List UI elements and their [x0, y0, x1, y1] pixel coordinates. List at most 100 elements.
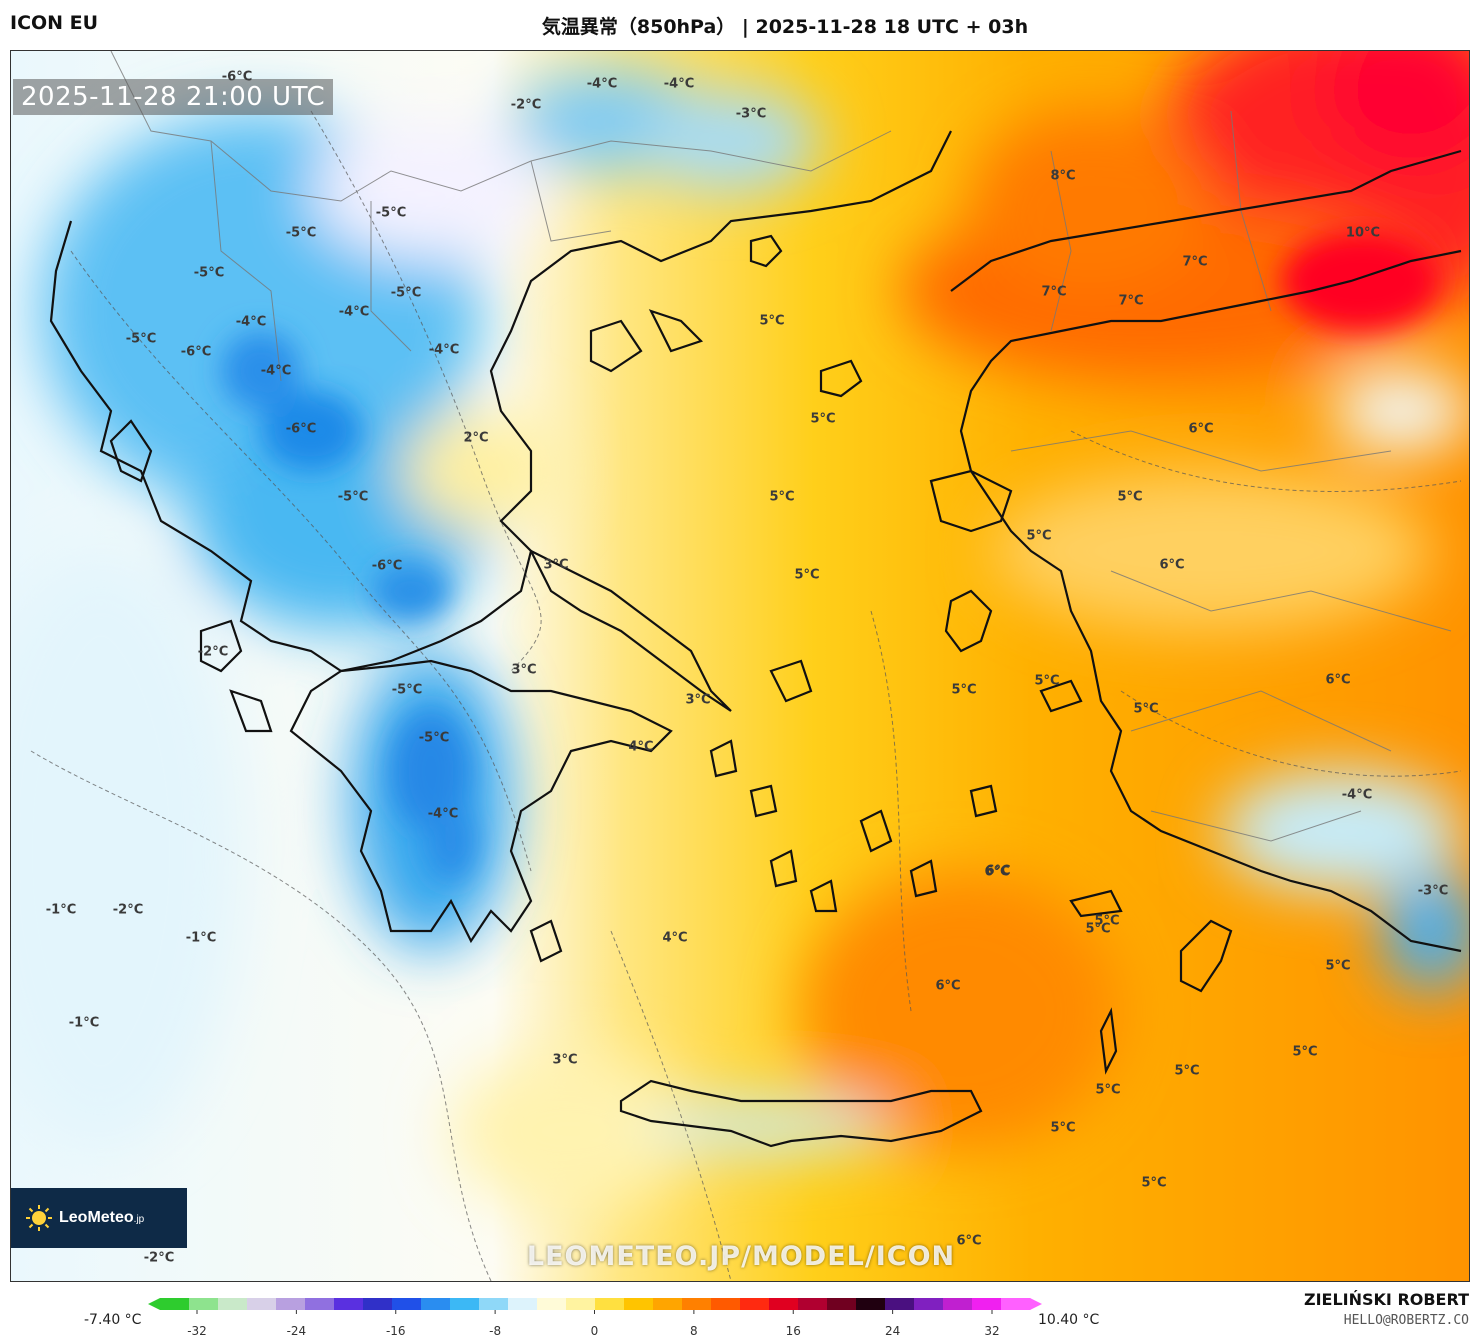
valid-time-badge: 2025-11-28 21:00 UTC — [13, 79, 334, 115]
map-value-label: 4°C — [628, 739, 654, 755]
thasos-coast — [749, 234, 783, 268]
map-value-label: -6°C — [180, 344, 212, 360]
legend-color-cell — [363, 1298, 393, 1310]
legend-max-arrow — [1030, 1298, 1042, 1310]
legend-colorbar — [148, 1298, 1042, 1314]
map-value-label: -5°C — [390, 285, 422, 301]
map-value-label: -4°C — [427, 806, 459, 822]
map-value-label: 5°C — [1034, 673, 1060, 689]
map-panel[interactable]: 2025-11-28 21:00 UTC -6°C -2°C -4°C -4°C -3°… — [10, 50, 1470, 1282]
legend-color-cell — [856, 1298, 886, 1310]
map-value-label: -4°C — [260, 363, 292, 379]
map-value-label: 6°C — [984, 864, 1010, 880]
map-value-label: 5°C — [1141, 1175, 1167, 1191]
map-value-label: -6°C — [221, 69, 253, 85]
skyros-coast — [769, 659, 813, 703]
legend-color-cell — [479, 1298, 509, 1310]
logo-text: LeoMeteo.jp — [59, 1209, 144, 1227]
map-value-label: -6°C — [285, 421, 317, 437]
legend-tick-label: 32 — [984, 1324, 1000, 1338]
map-value-label: 5°C — [1094, 913, 1120, 929]
euboea-coast — [528, 548, 732, 712]
map-value-label: 5°C — [1085, 921, 1111, 937]
marmara-coast — [950, 149, 1462, 292]
cyclades-east — [809, 784, 998, 913]
map-value-label: 5°C — [1050, 1120, 1076, 1136]
legend-tick-label: 24 — [884, 1324, 901, 1338]
lemnos-coast — [819, 359, 863, 398]
legend-color-cell — [653, 1298, 683, 1310]
map-value-label: -4°C — [586, 76, 618, 92]
map-value-label: 2°C — [463, 430, 489, 446]
kos-coast — [1069, 889, 1123, 918]
legend-color-cell — [972, 1298, 1002, 1310]
map-value-label: -4°C — [338, 304, 370, 320]
karpathos-coast — [1099, 1007, 1118, 1075]
legend-color-cell — [566, 1298, 596, 1310]
map-value-label: 3°C — [543, 557, 569, 573]
model-name: ICON EU — [10, 12, 99, 34]
map-value-label: 5°C — [769, 489, 795, 505]
map-value-label: 10°C — [1345, 225, 1381, 241]
legend-tick-label: -16 — [385, 1324, 406, 1338]
watermark: LEOMETEO.JP/MODEL/ICON — [526, 1241, 956, 1272]
legend-color-cell — [1001, 1298, 1031, 1310]
map-value-label: -4°C — [235, 314, 267, 330]
legend-max-label: 10.40 °C — [1038, 1312, 1100, 1328]
chios-coast — [944, 589, 993, 653]
legend-color-cell — [247, 1298, 277, 1310]
header: ICON EU 気温異常（850hPa） | 2025-11-28 18 UTC… — [0, 0, 1479, 50]
legend-color-cell — [276, 1298, 306, 1310]
map-value-label: 6°C — [956, 1233, 982, 1249]
legend-color-cell — [450, 1298, 480, 1310]
map-value-label: -2°C — [143, 1250, 175, 1266]
map-value-label: 7°C — [1041, 284, 1067, 300]
legend-color-cell — [798, 1298, 828, 1310]
map-value-label: 7°C — [1118, 293, 1144, 309]
legend-tick-label: 8 — [690, 1324, 698, 1338]
legend-min-label: -7.40 °C — [84, 1312, 142, 1328]
cyclades-west — [709, 739, 798, 888]
legend-color-cell — [537, 1298, 567, 1310]
map-value-label: 3°C — [511, 662, 537, 678]
chalkidiki-coast — [589, 309, 704, 373]
map-value-label: -2°C — [197, 644, 229, 660]
legend-color-cell — [769, 1298, 799, 1310]
legend-color-cell — [711, 1298, 741, 1310]
map-value-label: -3°C — [1417, 883, 1449, 899]
map-value-label: 6°C — [935, 978, 961, 994]
map-value-label: -2°C — [112, 902, 144, 918]
legend-color-cell — [334, 1298, 364, 1310]
map-value-label: 5°C — [1095, 1082, 1121, 1098]
legend-tick-label: -32 — [187, 1324, 207, 1338]
legend-color-cell — [218, 1298, 248, 1310]
legend-color-cell — [305, 1298, 335, 1310]
legend-color-cell — [740, 1298, 770, 1310]
crete-coast — [619, 1079, 983, 1148]
coastlines — [49, 130, 1462, 1148]
map-value-label: 6°C — [1159, 557, 1185, 573]
map-value-label: -4°C — [1341, 787, 1373, 803]
legend-color-cell — [943, 1298, 973, 1310]
logo-suffix: .jp — [133, 1214, 145, 1225]
map-value-label: 6°C — [1188, 421, 1214, 437]
map-value-label: 7°C — [1182, 254, 1208, 270]
map-value-label: -5°C — [337, 489, 369, 505]
mainland-greece-coast — [49, 130, 952, 673]
zakynthos-coast — [229, 689, 273, 733]
map-value-label: -5°C — [418, 730, 450, 746]
map-value-label: -1°C — [45, 902, 77, 918]
legend-color-cell — [160, 1298, 190, 1310]
map-value-label: -5°C — [285, 225, 317, 241]
color-legend: -7.40 °C -32 -24 -16 -8 0 8 16 24 32 10.40 °C ZI… — [0, 1284, 1479, 1338]
map-value-label: -1°C — [185, 930, 217, 946]
corfu-coast — [109, 419, 153, 483]
leometeo-logo[interactable]: LeoMeteo.jp — [11, 1188, 187, 1248]
legend-tick-label: -8 — [489, 1324, 502, 1338]
map-value-label: -4°C — [428, 342, 460, 358]
legend-color-cell — [189, 1298, 219, 1310]
admin-borders — [110, 51, 1452, 842]
map-value-label: 5°C — [810, 411, 836, 427]
author-email[interactable]: HELLO@ROBERTZ.CO — [1343, 1313, 1469, 1328]
naxos-coast — [859, 809, 893, 853]
